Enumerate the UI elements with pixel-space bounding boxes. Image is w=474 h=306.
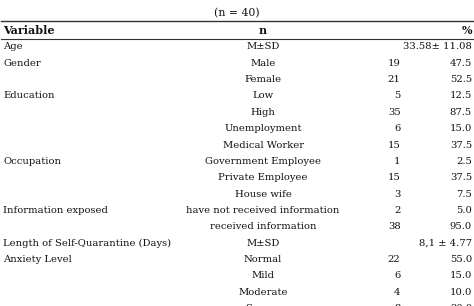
Text: 2.5: 2.5 xyxy=(456,157,472,166)
Text: 95.0: 95.0 xyxy=(450,222,472,231)
Text: 2: 2 xyxy=(394,206,401,215)
Text: 19: 19 xyxy=(388,59,401,68)
Text: 37.5: 37.5 xyxy=(450,173,472,182)
Text: Gender: Gender xyxy=(3,59,41,68)
Text: 33.58± 11.08: 33.58± 11.08 xyxy=(403,42,472,51)
Text: Length of Self-Quarantine (Days): Length of Self-Quarantine (Days) xyxy=(3,239,172,248)
Text: 8: 8 xyxy=(394,304,401,306)
Text: 7.5: 7.5 xyxy=(456,190,472,199)
Text: 37.5: 37.5 xyxy=(450,140,472,150)
Text: 6: 6 xyxy=(394,124,401,133)
Text: Medical Worker: Medical Worker xyxy=(222,140,304,150)
Text: M±SD: M±SD xyxy=(246,239,280,248)
Text: Low: Low xyxy=(253,91,273,100)
Text: 3: 3 xyxy=(394,190,401,199)
Text: 4: 4 xyxy=(394,288,401,297)
Text: 5.0: 5.0 xyxy=(456,206,472,215)
Text: Moderate: Moderate xyxy=(238,288,288,297)
Text: Female: Female xyxy=(245,75,282,84)
Text: Government Employee: Government Employee xyxy=(205,157,321,166)
Text: Information exposed: Information exposed xyxy=(3,206,108,215)
Text: have not received information: have not received information xyxy=(186,206,340,215)
Text: Age: Age xyxy=(3,42,23,51)
Text: (n = 40): (n = 40) xyxy=(214,8,260,18)
Text: 87.5: 87.5 xyxy=(450,108,472,117)
Text: 15: 15 xyxy=(388,140,401,150)
Text: 47.5: 47.5 xyxy=(450,59,472,68)
Text: 55.0: 55.0 xyxy=(450,255,472,264)
Text: 15.0: 15.0 xyxy=(450,271,472,281)
Text: Normal: Normal xyxy=(244,255,282,264)
Text: M±SD: M±SD xyxy=(246,42,280,51)
Text: Male: Male xyxy=(250,59,276,68)
Text: 12.5: 12.5 xyxy=(450,91,472,100)
Text: 22: 22 xyxy=(388,255,401,264)
Text: 5: 5 xyxy=(394,91,401,100)
Text: 10.0: 10.0 xyxy=(450,288,472,297)
Text: High: High xyxy=(251,108,275,117)
Text: 35: 35 xyxy=(388,108,401,117)
Text: Severe: Severe xyxy=(246,304,281,306)
Text: 21: 21 xyxy=(388,75,401,84)
Text: Private Employee: Private Employee xyxy=(219,173,308,182)
Text: 15.0: 15.0 xyxy=(450,124,472,133)
Text: 15: 15 xyxy=(388,173,401,182)
Text: %: % xyxy=(462,24,472,35)
Text: 6: 6 xyxy=(394,271,401,281)
Text: Anxiety Level: Anxiety Level xyxy=(3,255,72,264)
Text: 52.5: 52.5 xyxy=(450,75,472,84)
Text: 1: 1 xyxy=(394,157,401,166)
Text: Occupation: Occupation xyxy=(3,157,61,166)
Text: House wife: House wife xyxy=(235,190,292,199)
Text: 38: 38 xyxy=(388,222,401,231)
Text: 20.0: 20.0 xyxy=(450,304,472,306)
Text: 8,1 ± 4.77: 8,1 ± 4.77 xyxy=(419,239,472,248)
Text: n: n xyxy=(259,24,267,35)
Text: received information: received information xyxy=(210,222,316,231)
Text: Mild: Mild xyxy=(252,271,274,281)
Text: Education: Education xyxy=(3,91,55,100)
Text: Variable: Variable xyxy=(3,24,55,35)
Text: Unemployment: Unemployment xyxy=(224,124,302,133)
